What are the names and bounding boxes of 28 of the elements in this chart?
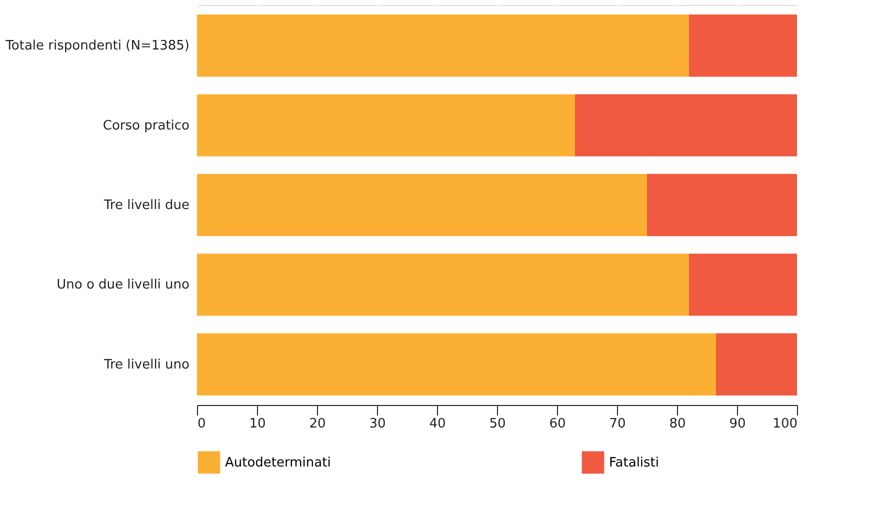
y-tick-label: Tre livelli due <box>102 198 190 213</box>
x-tick-label: 10 <box>249 416 266 432</box>
y-tick-label: Tre livelli uno <box>102 357 190 372</box>
bar <box>197 94 575 156</box>
x-tick-label: 30 <box>369 416 386 432</box>
y-tick-label: Uno o due livelli uno <box>56 278 190 293</box>
x-tick-label: 100 <box>772 416 798 432</box>
bar <box>197 333 716 396</box>
x-tick-label: 50 <box>489 416 506 432</box>
x-tick-label: 80 <box>669 416 686 432</box>
legend-label: Fatalisti <box>609 455 660 470</box>
y-tick-label: Totale rispondenti (N=1385) <box>4 38 190 54</box>
x-tick-label: 0 <box>198 416 206 432</box>
bar <box>647 174 797 236</box>
bar <box>689 14 797 77</box>
legend-label: Autodeterminati <box>225 455 331 470</box>
x-tick-label: 70 <box>609 416 626 432</box>
bar <box>575 94 797 156</box>
x-tick-label: 40 <box>429 416 446 432</box>
bar <box>197 254 689 316</box>
bar <box>716 333 797 396</box>
bar <box>197 14 689 77</box>
y-tick-label: Corso pratico <box>102 118 190 134</box>
bar <box>689 254 797 316</box>
x-tick-label: 60 <box>549 416 566 432</box>
bar <box>197 174 647 236</box>
x-tick-label: 90 <box>729 416 746 432</box>
x-tick-label: 20 <box>309 416 326 432</box>
